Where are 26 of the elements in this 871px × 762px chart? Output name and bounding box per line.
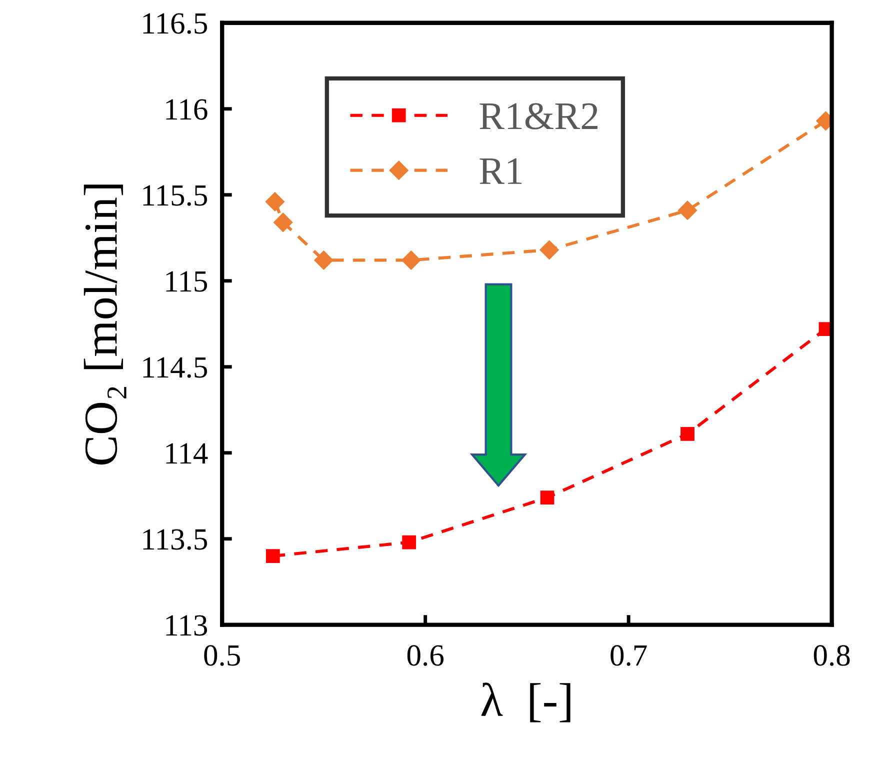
- y-tick-label: 113.5: [143, 529, 208, 550]
- point: [540, 490, 554, 505]
- y-tick-label: 116: [166, 99, 208, 120]
- point: [314, 250, 334, 270]
- y-tick-label: 114: [166, 443, 208, 464]
- x-tick-label: 0.6: [407, 645, 444, 666]
- legend-label: R1: [480, 158, 522, 184]
- y-tick-label: 116.5: [143, 13, 208, 34]
- x-axis-title: λ [-]: [481, 682, 570, 722]
- x-tick-label: 0.5: [204, 645, 240, 666]
- point: [266, 549, 280, 563]
- point: [678, 200, 698, 220]
- x-tick-label: 0.7: [610, 645, 647, 666]
- point: [680, 426, 694, 441]
- y-axis-title: CO₂ [mol/min]: [84, 184, 126, 465]
- point: [402, 535, 416, 550]
- y-tick-label: 113: [166, 615, 208, 636]
- legend-label: R1&R2: [480, 103, 598, 130]
- x-tick-label: 0.8: [814, 645, 850, 666]
- y-tick-label: 115.5: [143, 185, 208, 206]
- y-tick-label: 114.5: [143, 357, 208, 378]
- point: [274, 212, 293, 232]
- point: [402, 250, 421, 270]
- point: [265, 192, 284, 212]
- y-tick-label: 115: [166, 271, 208, 292]
- point: [540, 240, 559, 260]
